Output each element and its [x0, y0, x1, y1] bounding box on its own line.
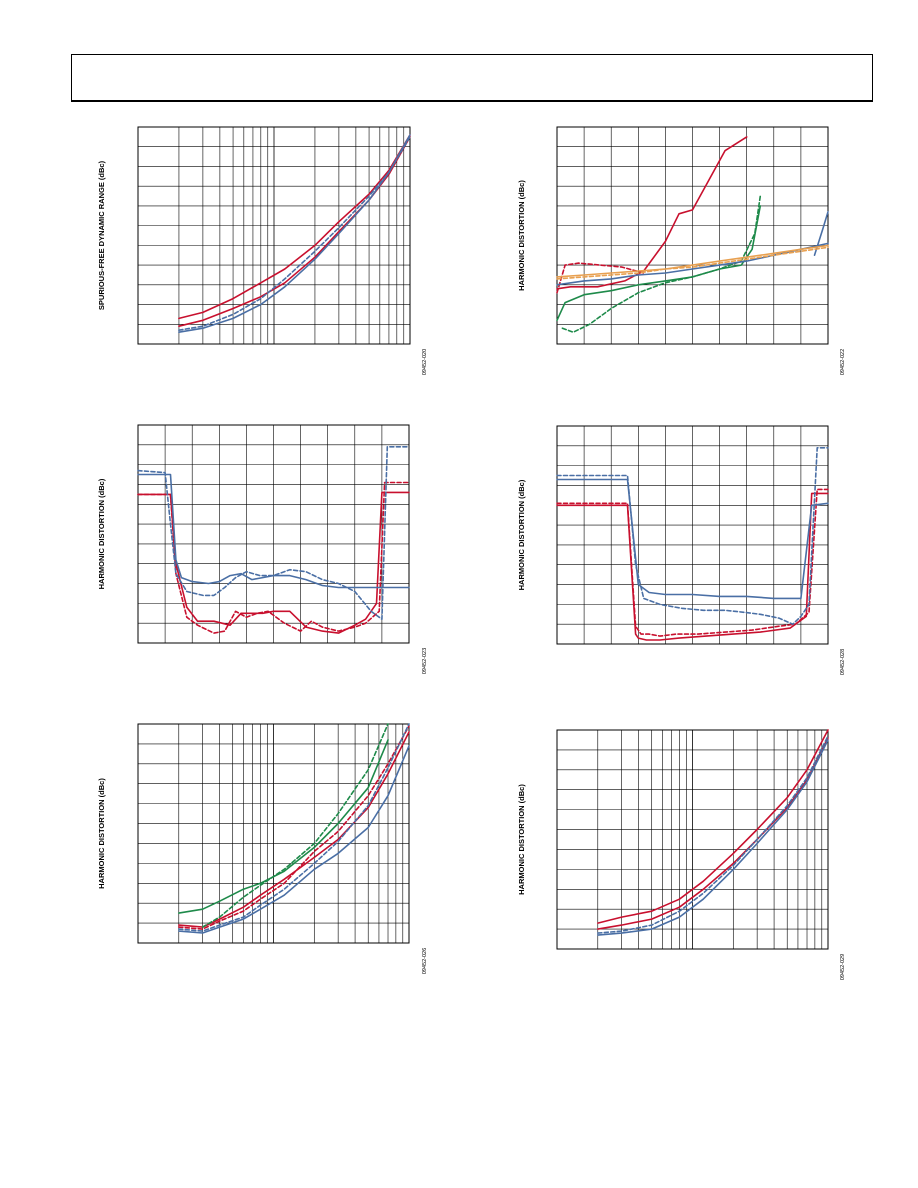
y-axis-label: HARMONIC DISTORTION (dBc): [517, 180, 526, 291]
series-line-2: [178, 136, 411, 328]
plot-frame: [137, 126, 411, 345]
series-line-2: [556, 262, 645, 294]
chart-4: HARMONIC DISTORTION (dBc) 09452-028: [517, 425, 846, 675]
y-axis-label: HARMONIC DISTORTION (dBc): [97, 778, 106, 889]
series-line-3: [178, 134, 411, 334]
chart-1: SPURIOUS-FREE DYNAMIC RANGE (dBc) 09452-0…: [97, 126, 428, 375]
plot-frame: [556, 425, 829, 645]
figure-number: 09452-029: [840, 954, 846, 980]
chart-grid: [557, 426, 828, 644]
series-line-7: [556, 244, 829, 278]
y-axis-label: HARMONIC DISTORTION (dBc): [517, 784, 526, 895]
chart-2: HARMONIC DISTORTION (dBc) 09452-022: [517, 126, 846, 375]
y-axis-label: SPURIOUS-FREE DYNAMIC RANGE (dBc): [97, 160, 106, 310]
series-line-1: [556, 136, 748, 290]
series-line-3: [137, 473, 410, 589]
chart-grid: [557, 127, 828, 344]
plot-frame: [137, 424, 410, 644]
figure-number: 09452-028: [840, 649, 846, 675]
figure-number: 09452-023: [422, 648, 428, 674]
series-line-4: [596, 735, 829, 934]
y-axis-label: HARMONIC DISTORTION (dBc): [517, 479, 526, 590]
figure-number: 09452-022: [840, 349, 846, 375]
page-header-box: [71, 54, 873, 102]
series-line-6: [201, 723, 389, 928]
series-line-4: [178, 136, 411, 332]
series-line-3: [596, 739, 829, 936]
series-line-5: [178, 739, 389, 914]
chart-3: HARMONIC DISTORTION (dBc) 09452-023: [97, 424, 428, 674]
chart-6: HARMONIC DISTORTION (dBc) 09452-029: [517, 729, 846, 980]
series-line-1: [178, 731, 410, 928]
y-axis-label: HARMONIC DISTORTION (dBc): [97, 478, 106, 589]
chart-5: HARMONIC DISTORTION (dBc) 09452-026: [97, 723, 428, 974]
series-line-8: [556, 246, 829, 280]
chart-grid: [138, 724, 409, 943]
chart-grid: [557, 730, 828, 949]
figure-number: 09452-026: [422, 948, 428, 974]
series-line-1: [556, 492, 829, 641]
series-line-4: [137, 445, 410, 621]
figure-number: 09452-020: [422, 349, 428, 375]
chart-grid: [138, 127, 410, 344]
series-line-3: [178, 745, 410, 934]
plot-frame: [556, 126, 829, 345]
series-line-4: [561, 195, 762, 334]
plot-frame: [137, 723, 410, 944]
series-line-4: [556, 446, 829, 626]
series-line-1: [178, 134, 411, 320]
series-line-1: [596, 737, 829, 930]
series-line-2: [556, 488, 829, 637]
series-line-2: [178, 725, 410, 930]
series-line-4: [178, 723, 410, 932]
series-line-2: [137, 481, 410, 634]
plot-frame: [556, 729, 829, 950]
series-line-1: [137, 491, 410, 634]
chart-grid: [138, 425, 409, 643]
series-line-2: [596, 729, 829, 924]
